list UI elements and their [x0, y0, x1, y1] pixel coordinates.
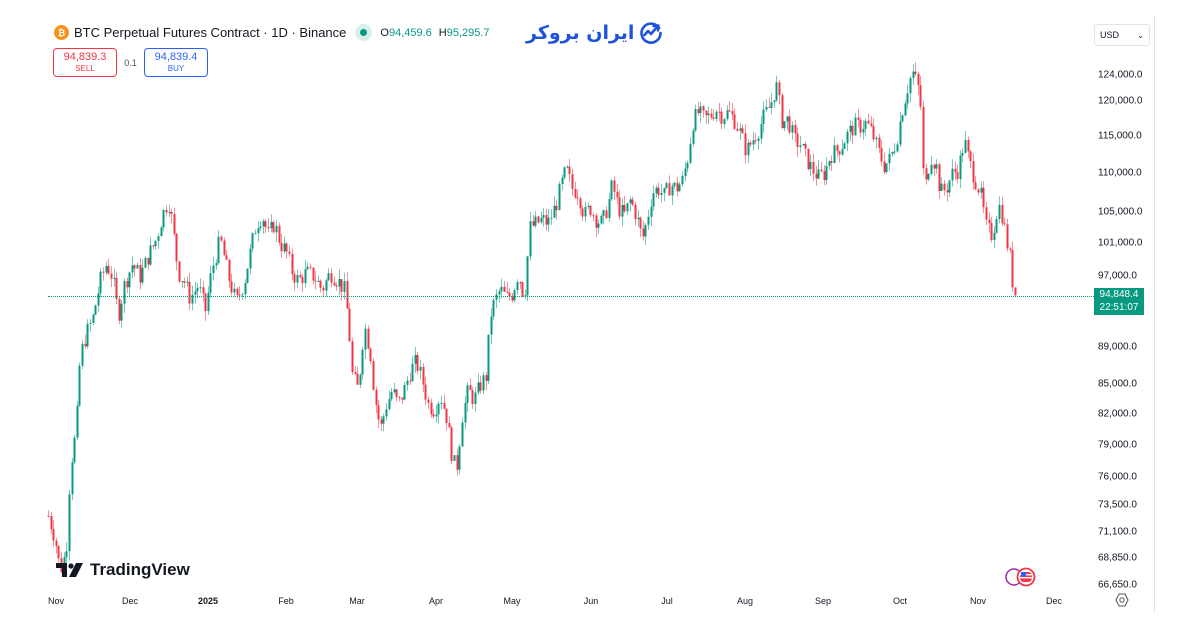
spread-value: 0.1 [124, 57, 137, 68]
chart-legend: ₿ BTC Perpetual Futures Contract · 1D · … [54, 24, 490, 41]
brand-logo: ایران بروکر [526, 20, 664, 46]
price-axis-label: 76,000.0 [1098, 471, 1137, 483]
economic-events-icon[interactable] [1004, 567, 1038, 587]
sell-price: 94,839.3 [63, 51, 107, 64]
high-label: H [438, 26, 447, 39]
candlestick-chart[interactable] [0, 0, 1090, 590]
price-axis-label: 71,100.0 [1098, 526, 1137, 538]
time-axis-label: Dec [1045, 596, 1063, 606]
time-axis-label: May [503, 596, 521, 606]
time-axis-label: Feb [278, 596, 294, 606]
price-axis-label: 110,000.0 [1098, 167, 1142, 179]
price-axis-label: 105,000.0 [1098, 206, 1143, 218]
panel-divider [1154, 16, 1155, 612]
sell-label: SELL [75, 63, 95, 73]
price-axis-label: 115,000.0 [1098, 130, 1142, 142]
price-axis-label: 120,000.0 [1098, 95, 1143, 107]
last-price-value: 94,848.4 [1099, 289, 1139, 300]
trade-buttons: 94,839.3 SELL 0.1 94,839.4 BUY [53, 48, 208, 77]
time-axis-label: Sep [814, 596, 832, 606]
price-axis-label: 97,000.0 [1098, 270, 1137, 282]
high-value: 95,295.7 [446, 26, 490, 39]
time-axis-label: 2025 [197, 596, 219, 606]
currency-dropdown[interactable]: USD ⌄ [1094, 24, 1150, 46]
bitcoin-icon: ₿ [54, 25, 69, 40]
price-axis-label: 73,500.0 [1098, 499, 1137, 511]
price-axis-label: 85,000.0 [1098, 378, 1137, 390]
open-value: 94,459.6 [388, 26, 432, 39]
price-axis-label: 66,650.0 [1098, 579, 1137, 591]
growth-chart-icon [640, 22, 663, 44]
bar-countdown: 22:51:07 [1099, 301, 1139, 313]
chevron-down-icon: ⌄ [1137, 30, 1144, 40]
time-axis-label: Dec [121, 596, 139, 606]
price-axis-label: 79,000.0 [1098, 439, 1137, 451]
time-axis-label: Nov [47, 596, 65, 606]
price-axis-label: 89,000.0 [1098, 341, 1137, 353]
last-price-line [48, 296, 1094, 297]
symbol-title[interactable]: BTC Perpetual Futures Contract · 1D · Bi… [74, 25, 347, 40]
time-axis-label: Jul [661, 596, 673, 606]
price-axis-label: 68,850.0 [1098, 552, 1137, 564]
time-axis-label: Aug [736, 596, 754, 606]
price-axis-label: 124,000.0 [1098, 69, 1143, 81]
last-price-tag: 94,848.4 22:51:07 [1094, 288, 1144, 315]
market-status-indicator[interactable] [355, 24, 373, 41]
tradingview-watermark[interactable]: TradingView [56, 560, 190, 580]
time-axis-label: Oct [892, 596, 908, 606]
buy-label: BUY [167, 63, 185, 73]
buy-price: 94,839.4 [154, 51, 198, 64]
market-open-icon [360, 29, 368, 36]
price-axis-label: 101,000.0 [1098, 237, 1143, 249]
time-axis-label: Jun [583, 596, 599, 606]
brand-name: ایران بروکر [526, 22, 635, 44]
tradingview-logo-icon [56, 563, 83, 577]
ohlc-values: O94,459.6 H95,295.7 [380, 27, 489, 39]
tradingview-text: TradingView [90, 560, 190, 579]
currency-value: USD [1100, 30, 1120, 40]
price-axis-label: 82,000.0 [1098, 408, 1137, 420]
open-label: O [380, 26, 389, 39]
time-axis-label: Apr [428, 596, 444, 606]
time-axis-label: Nov [969, 596, 987, 606]
time-axis-label: Mar [349, 596, 365, 606]
settings-icon[interactable] [1115, 593, 1129, 607]
buy-button[interactable]: 94,839.4 BUY [144, 48, 208, 77]
sell-button[interactable]: 94,839.3 SELL [53, 48, 117, 77]
